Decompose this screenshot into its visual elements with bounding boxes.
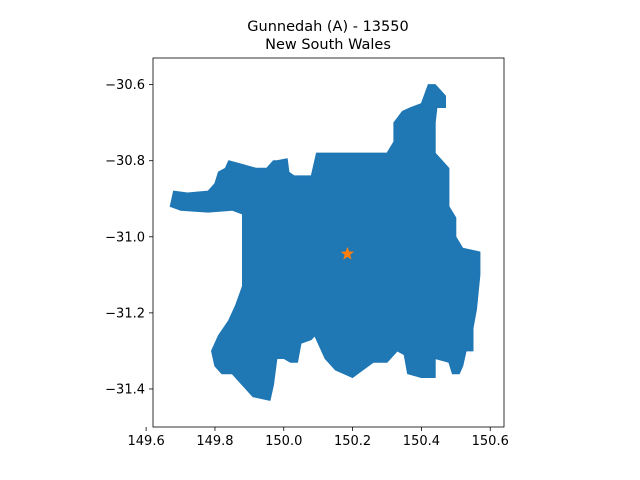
x-tick-label: 150.6 (472, 434, 509, 449)
x-tick-label: 150.0 (265, 434, 302, 449)
x-tick-label: 150.4 (403, 434, 440, 449)
region-polygon (169, 84, 481, 401)
y-tick-label: −30.6 (105, 78, 145, 93)
y-axis: −30.6 −30.8 −31.0 −31.2 −31.4 (105, 78, 153, 397)
x-axis: 149.6 149.8 150.0 150.2 150.4 150.6 (128, 427, 509, 449)
x-tick-label: 150.2 (334, 434, 371, 449)
axes-frame (152, 57, 505, 428)
plot-area (169, 84, 481, 401)
x-tick-label: 149.6 (128, 434, 165, 449)
location-star-marker (340, 246, 355, 260)
y-tick-label: −31.2 (105, 306, 145, 321)
chart-title-line-2: New South Wales (265, 37, 391, 53)
x-tick-label: 149.8 (196, 434, 233, 449)
chart-title-line-1: Gunnedah (A) - 13550 (247, 19, 408, 35)
point-markers (340, 246, 355, 260)
y-tick-label: −31.0 (105, 230, 145, 245)
y-tick-label: −30.8 (105, 154, 145, 169)
y-tick-label: −31.4 (105, 382, 145, 397)
